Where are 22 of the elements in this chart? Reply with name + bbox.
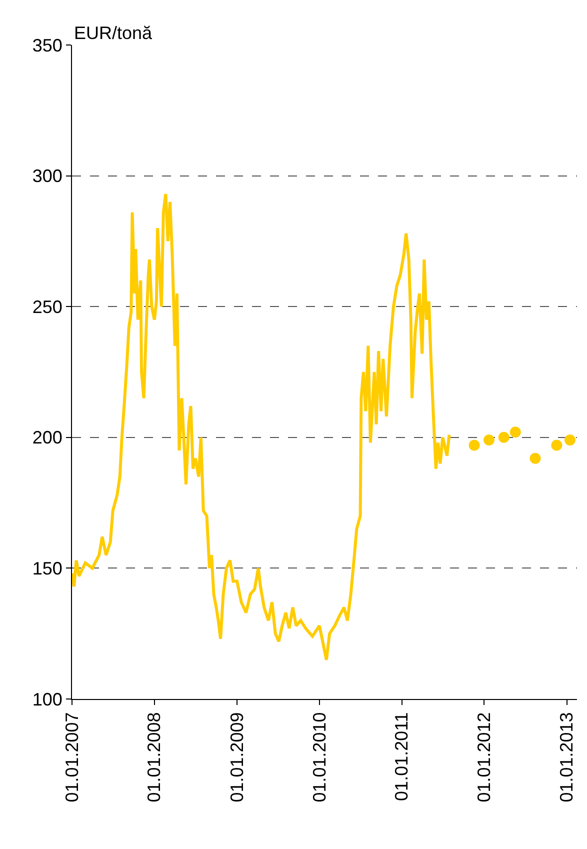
point (483, 434, 494, 446)
line-series (72, 192, 451, 662)
point (468, 440, 480, 451)
x-tick-label: 01.01.2007 (62, 712, 82, 802)
x-tick-label: 01.01.2013 (556, 712, 577, 802)
x-tick-label: 01.01.2010 (309, 712, 330, 802)
point (530, 452, 541, 464)
point (564, 434, 576, 446)
x-tick-label: 01.01.2012 (474, 712, 494, 802)
point (498, 432, 510, 443)
y-tick-label: 150 (32, 558, 62, 578)
y-tick-label: 100 (32, 689, 62, 710)
y-tick-label: 300 (32, 166, 62, 186)
y-tick-label: 200 (32, 428, 62, 448)
x-tick-label: 01.01.2008 (144, 712, 164, 802)
x-tick-label: 01.01.2011 (392, 712, 412, 801)
x-tick-label: 01.01.2009 (226, 712, 247, 802)
y-axis-title: EUR/tonă (74, 23, 154, 43)
point (510, 426, 521, 438)
y-tick-label: 250 (32, 296, 62, 317)
point (551, 440, 562, 451)
y-tick-label: 350 (32, 35, 62, 56)
